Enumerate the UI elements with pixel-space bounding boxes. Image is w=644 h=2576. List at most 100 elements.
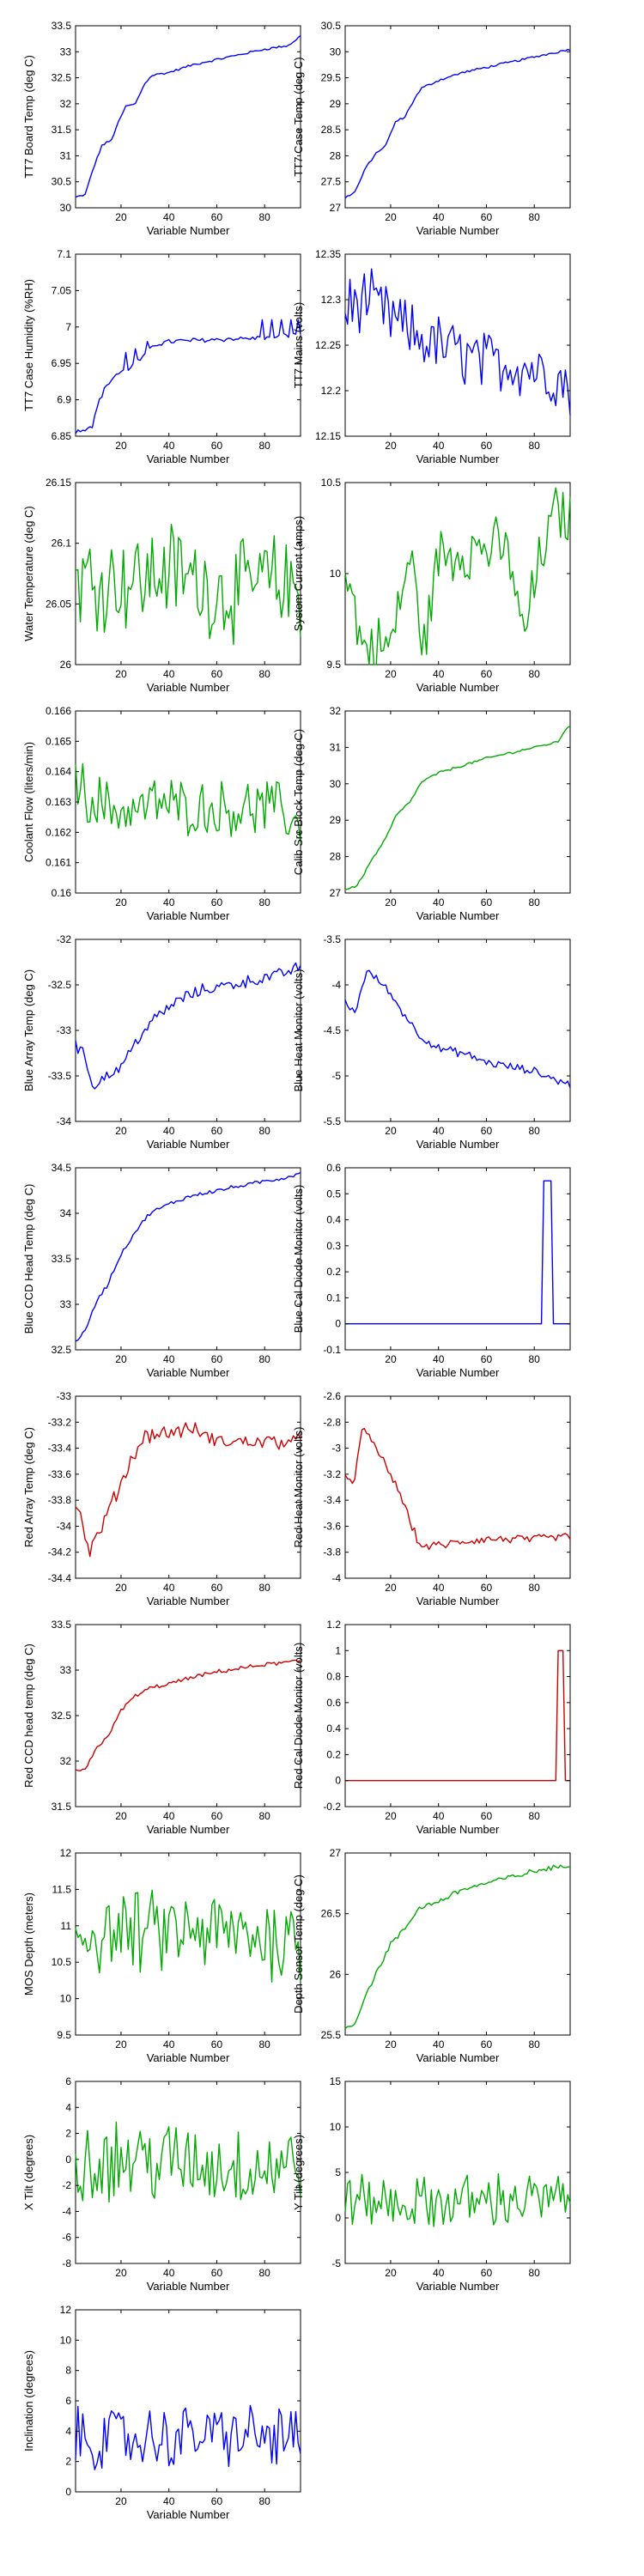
x-tick-label: 60 <box>481 2038 493 2050</box>
y-tick-label: 32 <box>60 1755 72 1767</box>
x-tick-label: 20 <box>385 1353 397 1365</box>
y-tick-label: -33.6 <box>48 1468 72 1480</box>
y-axis-label: System Current (amps) <box>292 516 305 631</box>
y-axis-label: TT7 Board Temp (deg C) <box>22 55 35 179</box>
y-tick-label: 32 <box>60 98 72 110</box>
y-tick-label: -4 <box>331 979 341 991</box>
x-tick-label: 20 <box>115 2038 127 2050</box>
y-tick-label: -0.1 <box>323 1344 341 1356</box>
x-tick-label: 60 <box>211 1582 223 1594</box>
y-tick-label: 0.6 <box>326 1162 341 1174</box>
x-tick-label: 20 <box>115 896 127 908</box>
y-tick-label: 10.5 <box>321 477 342 489</box>
y-tick-label: 12.15 <box>315 430 341 442</box>
y-tick-label: -4.5 <box>323 1024 341 1036</box>
x-axis-label: Variable Number <box>416 2051 500 2064</box>
y-tick-label: 29.5 <box>321 72 342 84</box>
y-tick-label: 30 <box>330 46 342 58</box>
y-tick-label: 7 <box>65 321 71 333</box>
plot-frame <box>344 25 571 209</box>
x-tick-label: 20 <box>115 1582 127 1594</box>
subplot-15: 20 40 60 80 31.5 32 32.5 33 33.5 Variable Number R… <box>22 1619 301 1836</box>
x-tick-label: 60 <box>481 2267 493 2279</box>
y-tick-label: 15 <box>330 2075 342 2087</box>
x-tick-label: 60 <box>481 440 493 452</box>
x-tick-label: 20 <box>385 896 397 908</box>
y-tick-label: -4 <box>331 1572 341 1584</box>
y-tick-label: 32.5 <box>52 1344 72 1356</box>
x-tick-label: 40 <box>163 440 175 452</box>
y-tick-label: 2 <box>65 2128 71 2140</box>
subplot-18: 20 40 60 80 25.5 26 26.5 27 Variable Number Depth… <box>292 1847 571 2064</box>
y-axis-label: Depth Sensor Temp (deg C) <box>292 1874 305 2014</box>
subplot-20: 20 40 60 80 -5 0 5 10 15 Variable Number Y Tilt (d… <box>292 2075 571 2293</box>
x-tick-label: 60 <box>211 1125 223 1137</box>
subplot-17: 20 40 60 80 9.5 10 10.5 11 11.5 12 Variable Number… <box>22 1847 301 2064</box>
y-tick-label: 0.2 <box>326 1266 341 1278</box>
x-tick-label: 80 <box>529 440 541 452</box>
y-tick-label: -34.4 <box>48 1572 72 1584</box>
x-axis-label: Variable Number <box>416 909 500 922</box>
x-axis-label: Variable Number <box>147 2508 230 2521</box>
x-tick-label: 80 <box>259 1353 271 1365</box>
y-tick-label: 33.5 <box>52 20 72 32</box>
y-tick-label: 34 <box>60 1207 72 1219</box>
y-tick-label: -33.4 <box>48 1443 72 1455</box>
y-tick-label: 0.162 <box>46 826 71 838</box>
plot-frame <box>344 710 571 894</box>
y-tick-label: 11.5 <box>52 1883 72 1895</box>
y-axis-label: Red Array Temp (deg C) <box>22 1427 35 1547</box>
x-tick-label: 80 <box>259 896 271 908</box>
x-tick-label: 20 <box>115 440 127 452</box>
y-tick-label: 8 <box>65 2365 71 2377</box>
subplot-9: 20 40 60 80 -34 -33.5 -33 -32.5 -32 Variable Numb… <box>22 933 301 1151</box>
x-axis-label: Variable Number <box>416 224 500 237</box>
y-tick-label: 0.164 <box>46 766 71 778</box>
x-tick-label: 80 <box>259 211 271 223</box>
y-tick-label: 5 <box>335 2166 341 2178</box>
series-line <box>344 487 571 665</box>
x-tick-label: 20 <box>115 2495 127 2507</box>
y-tick-label: 0 <box>335 1775 341 1787</box>
y-tick-label: 4 <box>65 2101 71 2113</box>
y-tick-label: 30 <box>330 778 342 790</box>
y-axis-label: Blue Heat Monitor (volts) <box>292 969 305 1091</box>
y-tick-label: 27.5 <box>321 176 342 188</box>
series-line <box>75 1889 301 1984</box>
series-line <box>75 34 301 198</box>
y-tick-label: 26.15 <box>46 477 71 489</box>
plot-frame <box>75 939 301 1122</box>
x-tick-label: 80 <box>529 2038 541 2050</box>
y-tick-label: 33 <box>60 1298 72 1310</box>
x-tick-label: 80 <box>259 1125 271 1137</box>
x-tick-label: 80 <box>529 1810 541 1822</box>
y-tick-label: 26.05 <box>46 598 71 610</box>
y-tick-label: 10 <box>330 2121 342 2133</box>
x-tick-label: 80 <box>259 2267 271 2279</box>
x-tick-label: 80 <box>529 211 541 223</box>
y-tick-label: 30.5 <box>52 176 72 188</box>
plot-frame <box>75 25 301 209</box>
y-tick-label: -33.8 <box>48 1494 72 1506</box>
y-tick-label: 27 <box>330 1847 342 1859</box>
y-tick-label: 33 <box>60 46 72 58</box>
plot-frame <box>75 2309 301 2493</box>
x-tick-label: 40 <box>433 211 445 223</box>
x-tick-label: 60 <box>211 1353 223 1365</box>
y-tick-label: 31 <box>330 741 342 753</box>
y-axis-label: Inclination (degrees) <box>22 2350 35 2451</box>
y-tick-label: 7.05 <box>52 284 72 296</box>
x-tick-label: 80 <box>259 1810 271 1822</box>
y-tick-label: 32.5 <box>52 72 72 84</box>
subplot-3: 20 40 60 80 6.85 6.9 6.95 7 7.05 7.1 Variable Numb… <box>22 248 301 465</box>
y-axis-label: Calib Src Block Temp (deg C) <box>292 729 305 875</box>
y-tick-label: -2.8 <box>323 1416 341 1428</box>
y-tick-label: -32.5 <box>48 979 72 991</box>
y-tick-label: -2.6 <box>323 1390 341 1402</box>
y-tick-label: 0.165 <box>46 735 71 747</box>
x-tick-label: 20 <box>385 2038 397 2050</box>
x-tick-label: 60 <box>211 2267 223 2279</box>
x-tick-label: 40 <box>433 440 445 452</box>
y-tick-label: 28 <box>330 851 342 863</box>
y-tick-label: -0.2 <box>323 1801 341 1813</box>
